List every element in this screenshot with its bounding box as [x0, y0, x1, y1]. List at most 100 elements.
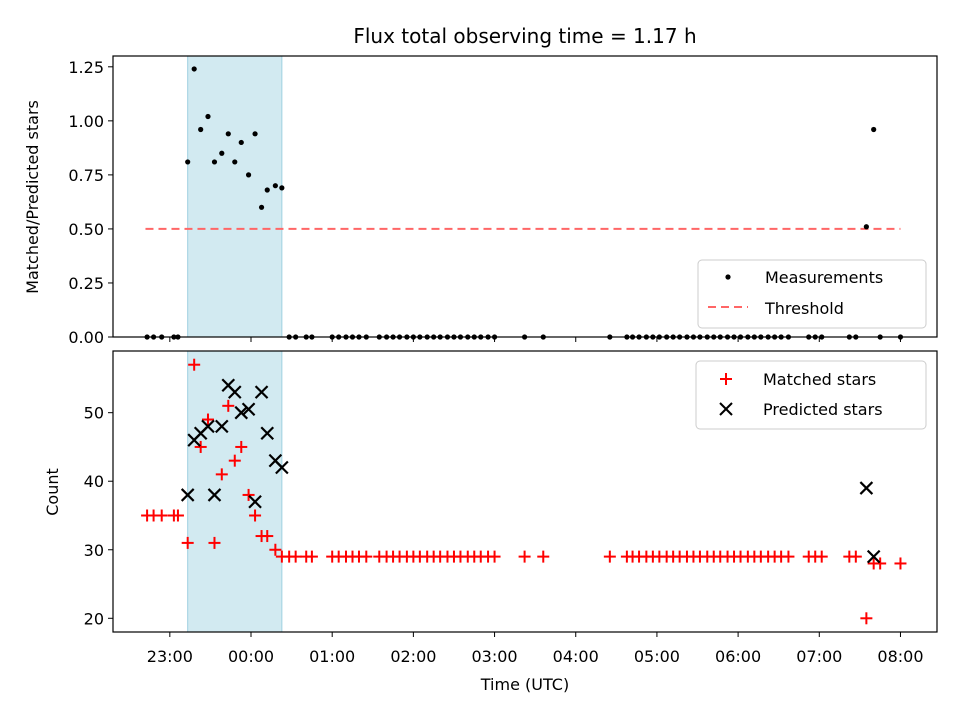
measurement-point: [252, 131, 258, 137]
measurement-point: [232, 159, 238, 165]
bottom-y-tick-label: 40: [84, 472, 104, 491]
top-y-tick-label: 0.25: [68, 274, 104, 293]
top-x-ticks: [169, 337, 901, 342]
legend-label-matched: Matched stars: [763, 370, 876, 389]
top-panel: 0.00 0.25 0.50 0.75 1.00 1.25 Matched/Predict…: [23, 55, 938, 347]
predicted-star-stroke-b: [260, 426, 275, 441]
matched-star-point: [235, 440, 248, 453]
bottom-x-tick-label: 23:00: [147, 647, 193, 666]
bottom-y-tick-label: 20: [84, 609, 104, 628]
predicted-star-stroke-b: [275, 460, 289, 475]
top-chart-title: Flux total observing time = 1.17 h: [353, 24, 696, 48]
predicted-star-stroke-b: [866, 549, 881, 564]
top-legend-box: [697, 259, 927, 329]
top-shaded-region: [187, 55, 283, 338]
top-y-tick-label: 0.50: [68, 220, 104, 239]
measurement-point: [245, 172, 252, 178]
bottom-x-tick-label: 01:00: [309, 647, 355, 666]
predicted-star-point: [248, 495, 262, 509]
top-y-axis-label: Matched/Predicted stars: [23, 100, 42, 294]
matched-star-point: [537, 550, 550, 563]
measurement-point: [279, 185, 285, 191]
measurement-point: [272, 183, 278, 189]
bottom-x-tick-label: 00:00: [228, 647, 274, 666]
top-y-tick-label: 0.75: [68, 166, 104, 185]
predicted-star-point: [260, 426, 275, 441]
matched-star-point: [488, 550, 501, 563]
predicted-star-stroke-b: [207, 488, 222, 502]
matched-star-point: [360, 550, 373, 563]
matched-star-point: [289, 550, 302, 563]
measurement-point: [191, 66, 197, 72]
matched-star-point: [188, 358, 201, 371]
matched-stars-points: [141, 358, 907, 625]
matched-star-point: [849, 550, 862, 563]
predicted-star-stroke-b: [241, 402, 256, 417]
top-legend: Measurements Threshold: [697, 259, 927, 329]
bottom-x-tick-label: 07:00: [796, 647, 842, 666]
bottom-y-axis-label: Count: [43, 468, 62, 516]
legend-label-measurements: Measurements: [765, 268, 883, 287]
measurements-points: [144, 66, 904, 340]
measurement-point: [198, 126, 204, 133]
matched-star-point: [222, 399, 235, 412]
predicted-star-point: [275, 460, 289, 475]
matched-star-point: [860, 612, 873, 625]
predicted-star-stroke-b: [859, 481, 874, 495]
predicted-star-point: [215, 419, 229, 434]
measurement-point: [264, 187, 270, 193]
predicted-star-stroke-b: [227, 385, 242, 399]
top-y-tick-label: 0.00: [68, 328, 104, 347]
matched-star-point: [171, 509, 184, 522]
predicted-star-stroke-b: [268, 453, 283, 468]
predicted-star-point: [254, 385, 269, 399]
matched-star-point: [155, 509, 168, 522]
matched-star-point: [242, 488, 255, 501]
matched-star-point: [208, 536, 221, 549]
predicted-star-point: [227, 385, 242, 399]
measurement-point: [238, 139, 244, 146]
measurement-point: [225, 131, 231, 137]
predicted-star-stroke-b: [215, 419, 229, 434]
matched-star-point: [782, 550, 795, 563]
predicted-star-point: [866, 549, 881, 564]
matched-star-point: [194, 440, 207, 453]
matched-star-point: [305, 550, 318, 563]
matched-star-point: [181, 536, 194, 549]
matched-star-point: [894, 557, 907, 570]
matched-star-point: [815, 550, 828, 563]
predicted-star-point: [180, 488, 195, 502]
legend-label-predicted: Predicted stars: [763, 400, 883, 419]
matched-star-point: [874, 557, 887, 570]
predicted-star-stroke-b: [248, 495, 262, 509]
bottom-x-tick-label: 02:00: [390, 647, 436, 666]
legend-marker-measurements: [725, 274, 731, 280]
predicted-star-point: [241, 402, 256, 417]
measurement-point: [185, 159, 191, 165]
predicted-star-stroke-b: [234, 405, 249, 420]
bottom-y-tick-label: 50: [84, 404, 104, 423]
predicted-star-point: [201, 419, 215, 434]
predicted-star-stroke-b: [180, 488, 195, 502]
legend-label-threshold: Threshold: [764, 299, 844, 318]
matched-star-point: [228, 454, 241, 467]
matched-star-point: [201, 413, 214, 426]
matched-star-point: [249, 509, 262, 522]
bottom-x-tick-label: 05:00: [634, 647, 680, 666]
top-y-ticks: 0.00 0.25 0.50 0.75 1.00 1.25: [68, 58, 113, 347]
predicted-star-stroke-b: [201, 419, 215, 434]
predicted-star-point: [207, 488, 222, 502]
bottom-x-tick-label: 04:00: [553, 647, 599, 666]
bottom-legend: Matched stars Predicted stars: [695, 360, 927, 430]
bottom-y-ticks: 20 30 40 50: [84, 404, 113, 628]
bottom-x-tick-label: 03:00: [472, 647, 518, 666]
bottom-y-tick-label: 30: [84, 541, 104, 560]
x-axis-label: Time (UTC): [480, 675, 569, 694]
measurement-point: [211, 159, 218, 165]
bottom-x-ticks: 23:00 00:00 01:00 02:00 03:00 04:00 05:00 06:00…: [147, 632, 924, 666]
measurement-point: [205, 113, 211, 120]
matched-star-point: [261, 530, 274, 543]
matched-star-point: [269, 543, 282, 556]
